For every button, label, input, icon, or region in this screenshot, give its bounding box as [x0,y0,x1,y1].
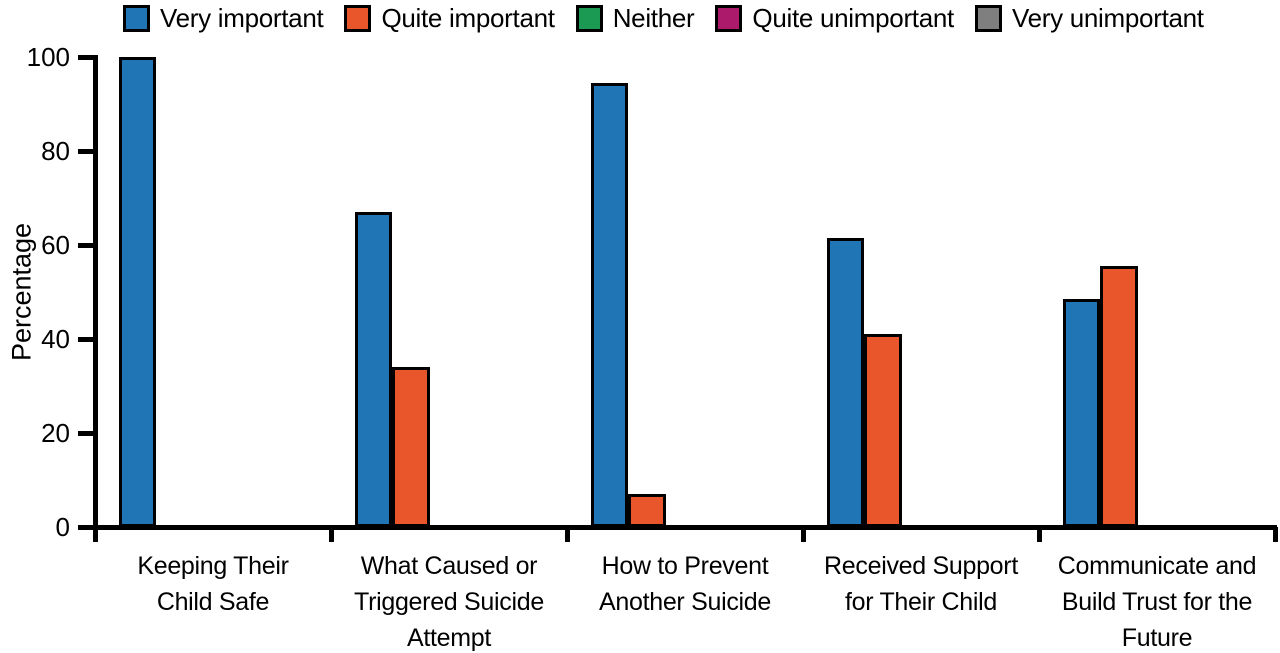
y-tick-label: 60 [41,230,70,260]
y-tick-label: 100 [26,42,70,72]
y-tick [78,242,93,248]
legend-swatch-icon [715,4,743,32]
x-tick [328,527,334,542]
bar-quite-important-1 [392,367,431,527]
x-category-label: Keeping Their Child Safe [137,552,289,616]
y-tick [78,148,93,154]
legend-item-very-important: Very important [123,2,324,34]
legend-label: Very unimportant [1011,2,1204,33]
legend-item-quite-unimportant: Quite unimportant [715,3,954,34]
y-tick-label: 0 [55,512,70,542]
bar-very-important-4 [1062,299,1101,527]
x-tick [800,527,806,542]
bar-quite-important-2 [628,494,667,527]
bar-very-important-1 [354,212,393,527]
legend-swatch-icon [974,4,1002,32]
bar-quite-important-4 [1100,266,1139,527]
bar-very-important-3 [826,237,865,527]
y-tick-label: 80 [41,136,70,166]
x-category-label: Received Support for Their Child [824,552,1018,616]
legend-item-very-unimportant: Very unimportant [974,2,1204,34]
x-tick [1272,527,1278,542]
x-category-label: Communicate and Build Trust for the Futu… [1057,552,1257,652]
legend-label: Neither [612,2,695,33]
y-axis-line [93,55,98,530]
legend-label: Quite important [381,2,555,33]
bar-very-important-2 [590,82,629,527]
y-tick [78,54,93,60]
legend-item-neither: Neither [575,2,695,34]
legend-label: Quite unimportant [752,2,954,33]
x-tick [92,527,98,542]
chart-legend: Very important Quite important Neither Quit… [123,2,1204,34]
x-axis-line [93,525,1277,530]
legend-swatch-icon [344,4,372,32]
y-tick-label: 40 [41,324,70,354]
bar-very-important-0 [118,57,157,527]
legend-swatch-icon [123,4,150,32]
y-tick [78,336,93,342]
y-tick [78,430,93,436]
x-category-label: How to Prevent Another Suicide [598,552,771,616]
legend-label: Very important [160,2,324,33]
x-tick [1036,527,1042,542]
x-tick [564,527,570,542]
y-tick [78,524,93,530]
bar-quite-important-3 [864,334,903,527]
x-category-label: What Caused or Triggered Suicide Attempt [354,552,544,652]
legend-swatch-icon [575,4,603,32]
legend-item-quite-important: Quite important [344,2,555,34]
y-tick-label: 20 [41,418,70,448]
